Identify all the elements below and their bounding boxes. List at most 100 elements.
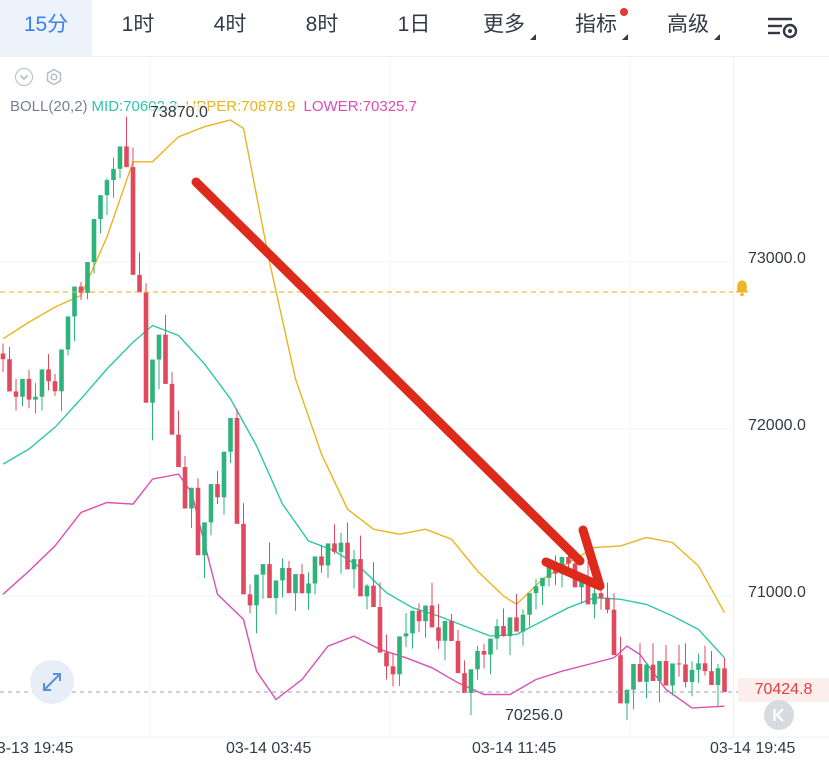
caret-icon — [622, 34, 628, 40]
candle-body — [403, 633, 409, 637]
candle-body — [312, 556, 318, 584]
candle-body — [306, 583, 311, 594]
scroll-to-latest-button[interactable] — [764, 700, 794, 730]
expand-icon — [43, 673, 61, 691]
grid-lines — [0, 57, 829, 738]
candle-body — [644, 664, 649, 682]
candle-body — [182, 467, 188, 509]
boll-mid-line — [2, 324, 726, 659]
candle-body — [689, 669, 695, 683]
candle-body — [130, 167, 136, 275]
candle-body — [533, 586, 539, 594]
candle-body — [189, 487, 194, 509]
caret-icon — [530, 34, 536, 40]
candle-body — [72, 286, 77, 317]
candle-body — [345, 542, 350, 570]
gear-icon — [46, 68, 62, 86]
legend-upper: UPPER:70878.9 — [185, 98, 296, 115]
candle-body — [33, 396, 38, 400]
candle-body — [280, 567, 285, 581]
candle-body — [143, 292, 149, 403]
candle-body — [65, 316, 71, 350]
legend-boll-name: BOLL(20,2) — [10, 98, 88, 115]
indicator-settings-button[interactable] — [45, 68, 62, 86]
candle-body — [514, 617, 519, 632]
time-axis-label: 03-14 11:45 — [472, 740, 557, 757]
tab-15m[interactable]: 15分 — [0, 0, 92, 56]
candle-body — [715, 668, 721, 686]
candle-body — [299, 574, 305, 594]
fullscreen-button[interactable] — [30, 660, 74, 704]
time-axis-label: 03-14 03:45 — [226, 740, 312, 757]
chart-settings-button[interactable] — [762, 10, 802, 46]
candle-body — [111, 168, 116, 181]
candle-body — [59, 349, 64, 392]
trend-arrow-head — [541, 525, 605, 591]
candle-body — [260, 564, 266, 575]
candle-body — [273, 580, 279, 599]
candle-body — [566, 556, 571, 564]
collapse-indicator-button[interactable] — [15, 68, 33, 86]
tab-indicators[interactable]: 指标 — [560, 0, 632, 56]
candle-body — [208, 484, 214, 523]
tab-4h[interactable]: 4时 — [192, 0, 268, 56]
candle-body — [546, 564, 552, 578]
candle-body — [442, 620, 448, 641]
candle-body — [7, 359, 12, 392]
candle-body — [104, 180, 110, 196]
tab-15m-label: 15分 — [23, 13, 69, 36]
candle-body — [475, 650, 480, 670]
price-tick-label: 73000.0 — [748, 250, 806, 267]
candle-body — [507, 617, 513, 637]
tab-1h[interactable]: 1时 — [100, 0, 176, 56]
candle-body — [267, 564, 272, 599]
candle-body — [293, 574, 298, 594]
candle-body — [429, 605, 435, 628]
candle-body — [592, 593, 597, 605]
price-axis — [733, 57, 829, 737]
candle-body — [650, 664, 656, 682]
tab-1h-label: 1时 — [121, 13, 155, 36]
candle-body — [618, 655, 623, 704]
candle-body — [254, 574, 259, 606]
candle-body — [26, 378, 32, 400]
tab-1d[interactable]: 1日 — [376, 0, 452, 56]
candle-body — [709, 671, 714, 686]
tab-more[interactable]: 更多 — [468, 0, 540, 56]
candle-body — [13, 391, 19, 397]
candle-body — [117, 146, 123, 169]
candle-body — [527, 593, 532, 615]
time-axis-label: 03-14 19:45 — [710, 740, 796, 757]
candle-body — [46, 369, 51, 382]
candle-body — [156, 334, 162, 360]
tab-more-label: 更多 — [483, 13, 525, 36]
candle-body — [98, 195, 103, 220]
candle-body — [455, 640, 461, 674]
candle-body — [286, 567, 292, 594]
candle-body — [39, 369, 45, 397]
max-price-label: 73870.0 — [150, 104, 208, 122]
chevron-down-icon — [19, 74, 29, 81]
candle-body — [78, 286, 84, 293]
candle-body — [124, 146, 129, 168]
boll-lower-line — [2, 473, 725, 709]
tab-8h[interactable]: 8时 — [284, 0, 360, 56]
candle-body — [449, 620, 454, 641]
candle-body — [364, 585, 370, 597]
candle-body — [611, 609, 617, 656]
candle-body — [85, 262, 90, 293]
candle-body — [234, 417, 240, 524]
overlay-lines — [0, 291, 738, 693]
price-alert-bell-icon[interactable] — [734, 279, 750, 297]
candlestick-chart[interactable] — [0, 57, 829, 771]
tab-advanced[interactable]: 高级 — [652, 0, 724, 56]
candle-body — [332, 543, 337, 552]
candle-body — [150, 359, 155, 403]
tab-advanced-label: 高级 — [667, 13, 709, 36]
candle-body — [579, 578, 584, 588]
candle-body — [241, 523, 246, 595]
candle-body — [585, 578, 591, 605]
timeframe-toolbar: 15分 1时 4时 8时 1日 更多 指标 高级 — [0, 0, 829, 57]
trend-arrow — [191, 177, 605, 591]
candle-body — [637, 663, 643, 682]
